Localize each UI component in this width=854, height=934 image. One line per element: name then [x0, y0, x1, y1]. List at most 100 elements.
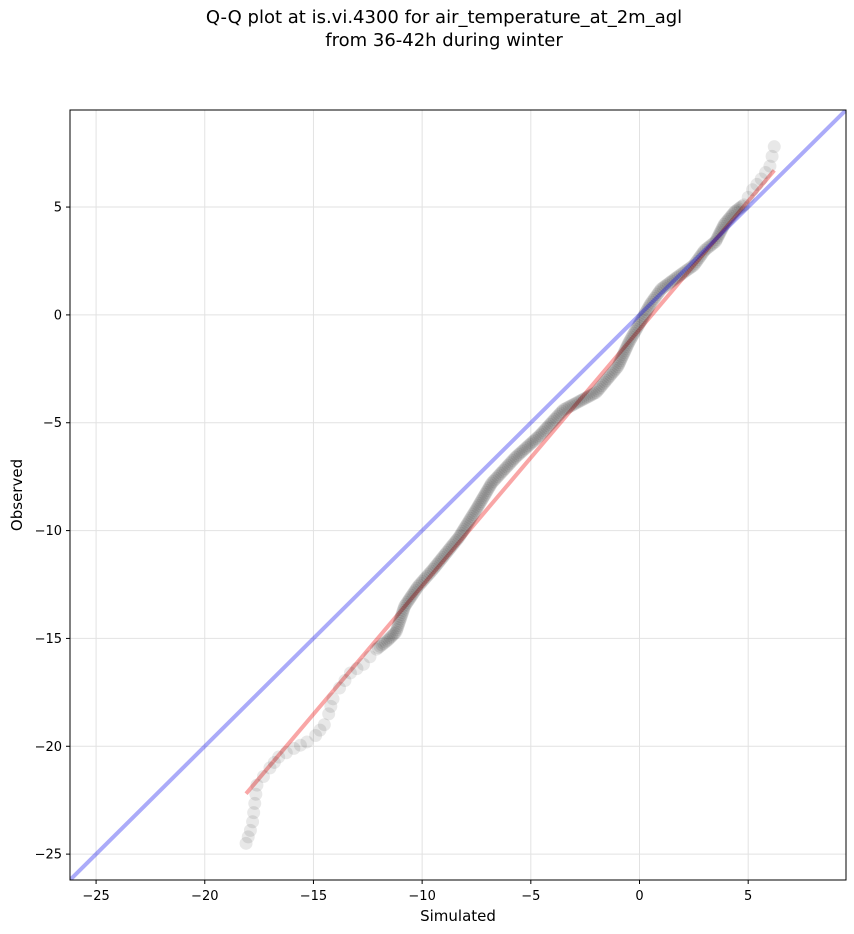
axis-ticks: −25 −20 −15 −10 −5 0 5 −25 −20 −15 −10 −5 0 5 [35, 201, 753, 904]
data-point [630, 320, 644, 334]
data-point [475, 493, 489, 507]
data-point [724, 209, 738, 223]
data-point [665, 274, 679, 288]
data-point [626, 328, 640, 342]
data-point [248, 796, 262, 810]
data-point [750, 177, 764, 191]
data-point [415, 574, 429, 588]
data-point [727, 206, 741, 220]
data-point [471, 500, 485, 514]
x-tick-label: −15 [300, 889, 327, 904]
data-point [377, 636, 391, 650]
data-point [287, 741, 301, 755]
data-point [696, 245, 710, 259]
data-point [445, 539, 459, 553]
data-point [606, 365, 620, 379]
data-point [408, 583, 422, 597]
y-tick-label: −15 [35, 632, 62, 647]
data-point [529, 432, 543, 446]
data-point [393, 612, 407, 626]
data-point [547, 413, 561, 427]
data-point [661, 277, 675, 291]
data-point [326, 692, 340, 706]
data-point [382, 632, 396, 646]
data-point [717, 217, 731, 231]
data-point [639, 305, 653, 319]
data-point [643, 297, 657, 311]
data-point [447, 537, 461, 551]
data-point [658, 279, 672, 293]
x-tick-label: 5 [744, 889, 752, 904]
data-point [390, 621, 404, 635]
data-point [754, 172, 768, 186]
data-point [552, 408, 566, 422]
data-point [714, 223, 728, 237]
data-point [495, 465, 509, 479]
data-point [623, 334, 637, 348]
y-tick-label: −5 [43, 416, 62, 431]
data-point [433, 554, 447, 568]
data-point [431, 556, 445, 570]
data-point [461, 515, 475, 529]
data-point [293, 738, 307, 752]
data-point [424, 564, 438, 578]
data-point [479, 485, 493, 499]
data-point [494, 466, 508, 480]
data-point [683, 261, 697, 275]
data-point [711, 229, 725, 243]
data-point [627, 326, 641, 340]
data-point [317, 718, 331, 732]
data-point [583, 389, 597, 403]
data-point [513, 446, 527, 460]
data-point [520, 440, 534, 454]
data-point [406, 587, 420, 601]
data-point [556, 403, 570, 417]
data-point [410, 581, 424, 595]
data-point [670, 270, 684, 284]
data-point [613, 354, 627, 368]
data-point [543, 417, 557, 431]
data-point [666, 273, 680, 287]
data-point [486, 475, 500, 489]
data-point [737, 198, 751, 212]
data-point [544, 416, 558, 430]
data-point [605, 367, 619, 381]
data-point [692, 251, 706, 265]
data-point [589, 386, 603, 400]
data-point [467, 506, 481, 520]
data-point [500, 460, 514, 474]
data-point [629, 322, 643, 336]
data-point [720, 214, 734, 228]
data-point [721, 212, 735, 226]
data-point [464, 511, 478, 525]
data-point [617, 346, 631, 360]
data-point [624, 332, 638, 346]
data-point [566, 398, 580, 412]
data-point [379, 635, 393, 649]
data-point [558, 402, 572, 416]
data-point [356, 657, 370, 671]
data-point [618, 344, 632, 358]
data-point [506, 453, 520, 467]
data-point [713, 225, 727, 239]
data-point [247, 806, 261, 820]
data-point [728, 204, 742, 218]
data-point [472, 498, 486, 512]
data-point [585, 388, 599, 402]
data-point [641, 301, 655, 315]
data-point [538, 422, 552, 436]
data-point [625, 330, 639, 344]
data-point [375, 638, 389, 652]
data-point [578, 392, 592, 406]
data-point [468, 504, 482, 518]
data-point [613, 356, 627, 370]
data-point [564, 399, 578, 413]
data-point [620, 340, 634, 354]
data-point [418, 571, 432, 585]
data-point [417, 573, 431, 587]
data-point [746, 183, 760, 197]
data-point [517, 443, 531, 457]
data-point [489, 471, 503, 485]
data-point [401, 594, 415, 608]
data-point [397, 601, 411, 615]
